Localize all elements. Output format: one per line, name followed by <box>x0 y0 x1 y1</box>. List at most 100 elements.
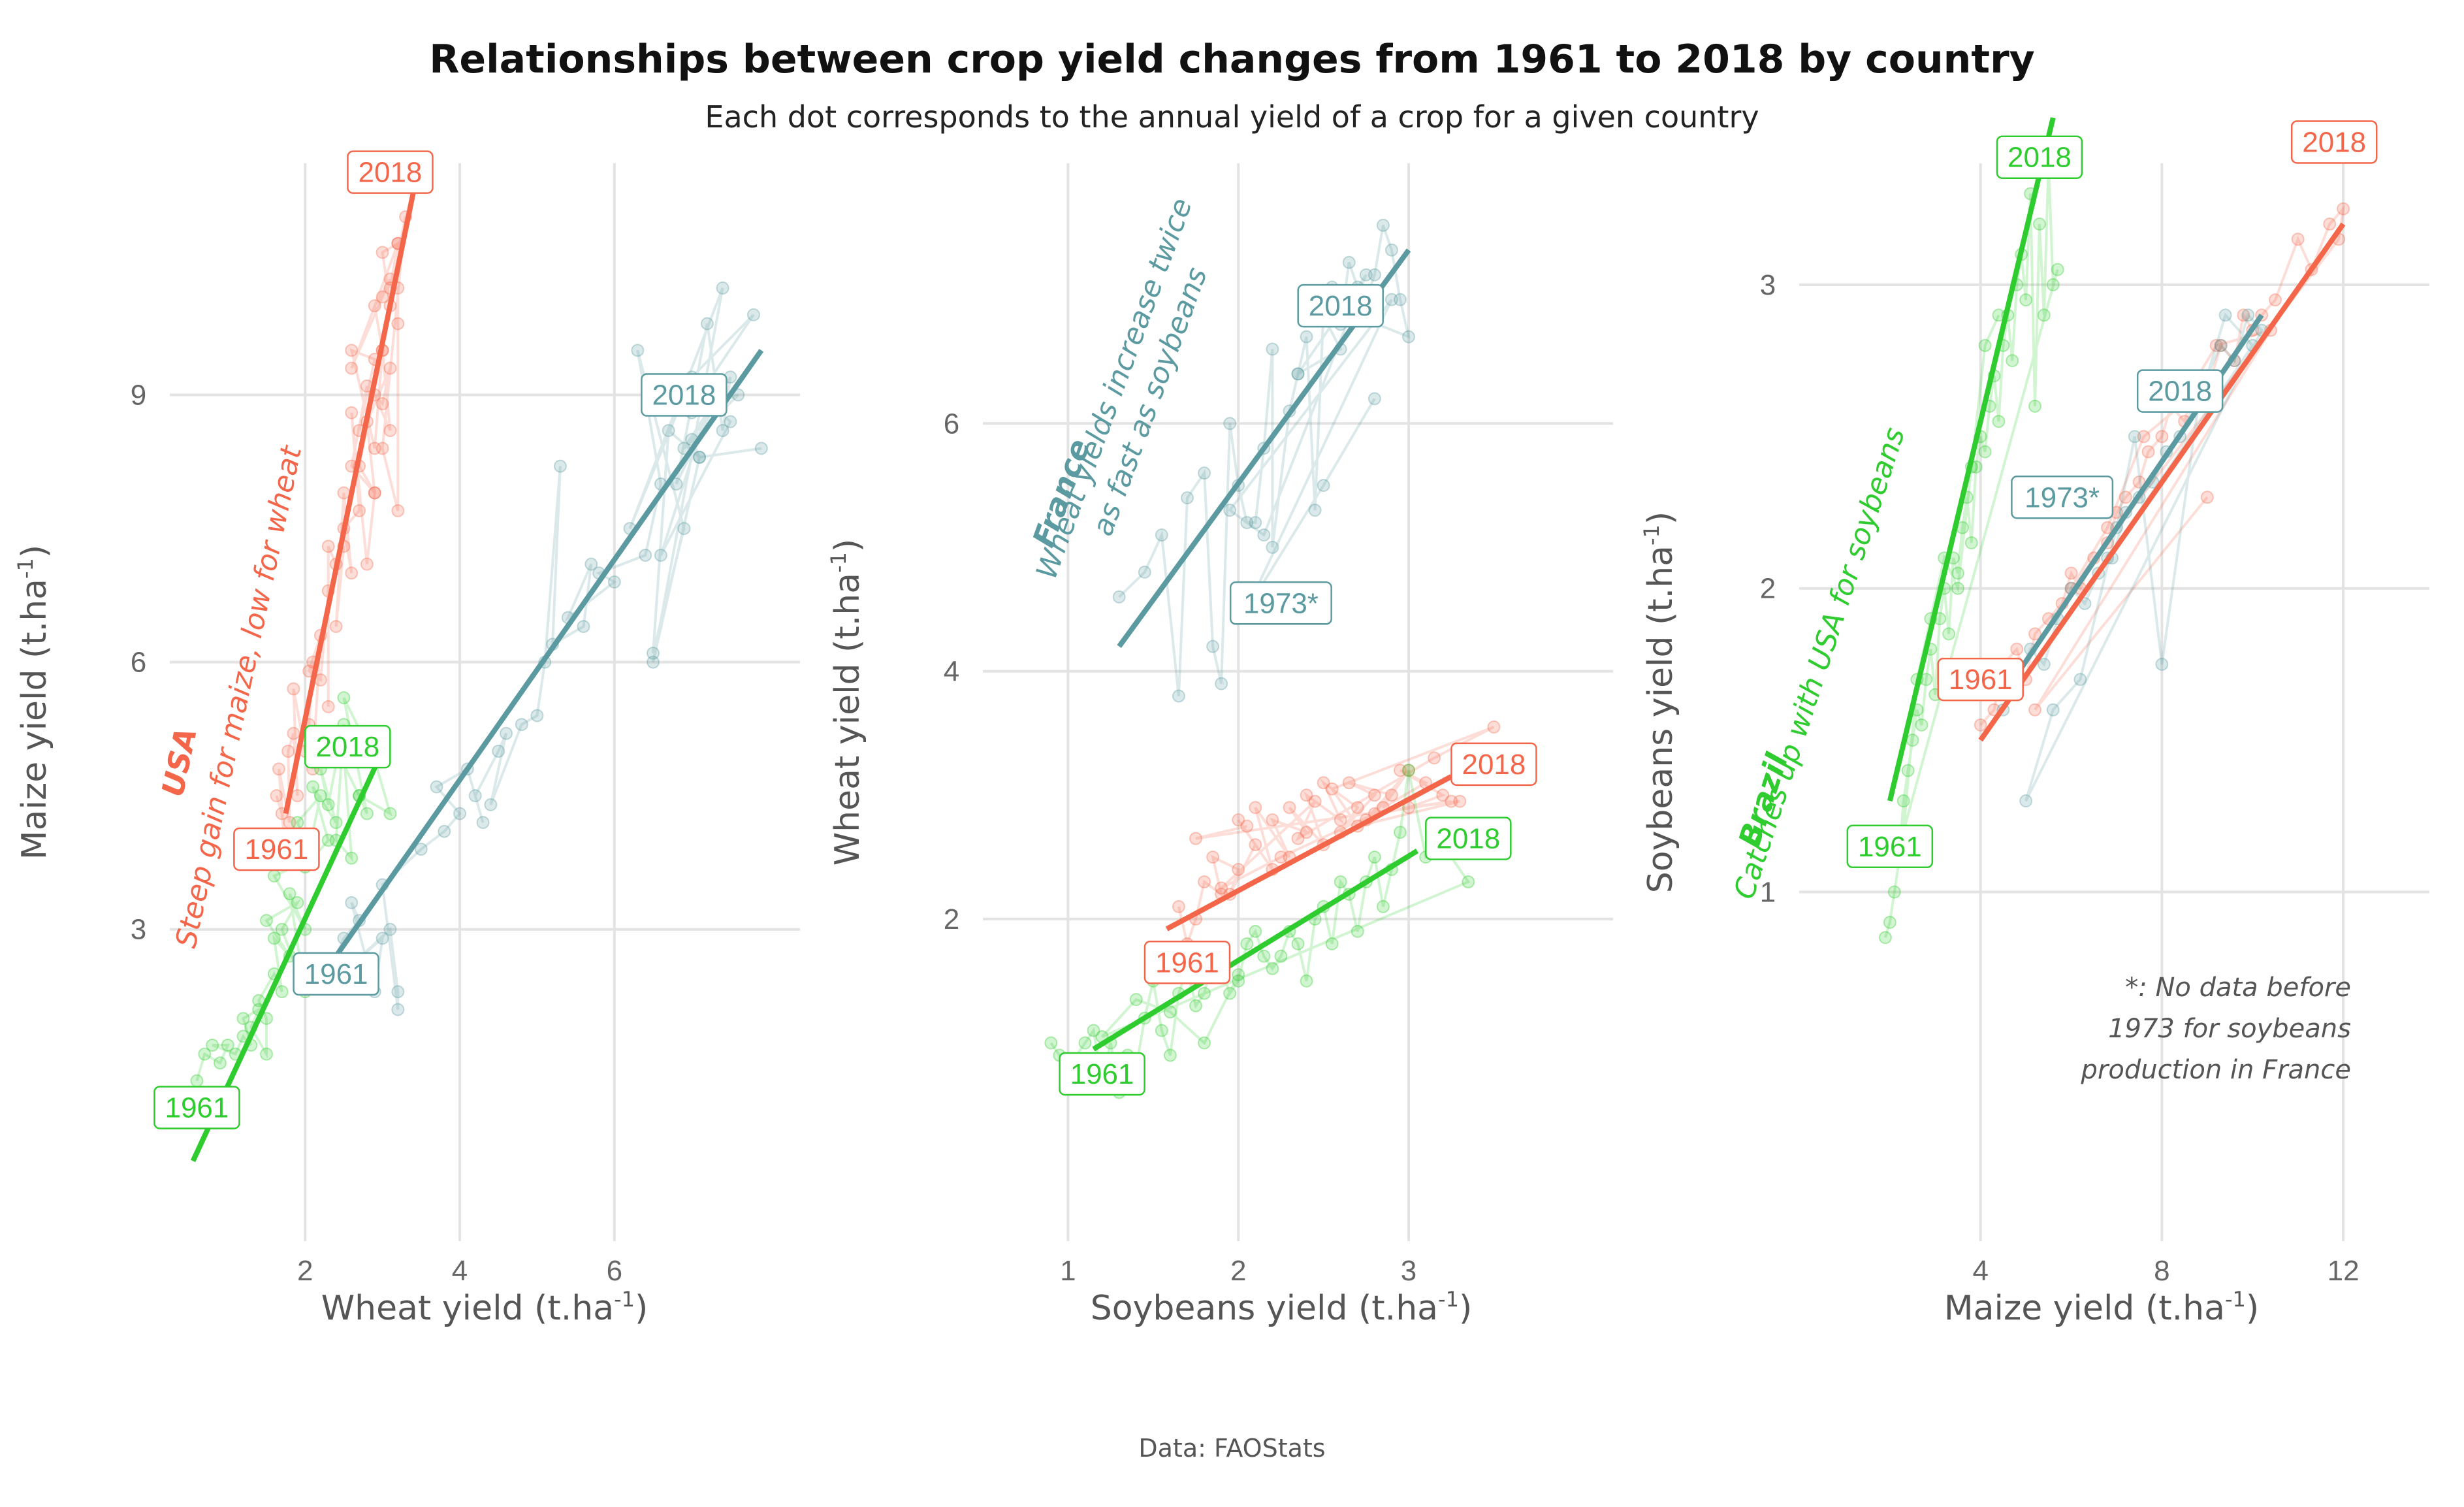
data-point <box>2214 338 2228 352</box>
end-year-label: 2018 <box>2290 120 2378 164</box>
data-point <box>1249 516 1262 529</box>
data-point <box>2137 430 2151 444</box>
data-point <box>746 308 760 321</box>
end-year-label: 2018 <box>1996 135 2083 179</box>
data-point <box>438 824 451 838</box>
data-point <box>291 896 304 909</box>
y-tick-label: 9 <box>131 380 146 412</box>
data-point <box>391 1003 405 1016</box>
data-point <box>206 1039 219 1052</box>
data-point <box>647 655 660 669</box>
data-point <box>1951 566 1964 580</box>
start-year-label: 1961 <box>1846 824 1934 869</box>
start-year-label: 1961 <box>1059 1052 1145 1096</box>
data-point <box>1384 788 1398 802</box>
data-point <box>1223 504 1237 517</box>
y-tick-label: 3 <box>131 914 146 946</box>
data-point <box>1249 838 1262 852</box>
data-point <box>353 504 366 517</box>
data-point <box>515 718 528 732</box>
data-point <box>272 762 285 776</box>
data-point <box>1887 885 1901 899</box>
data-point <box>2237 308 2250 322</box>
data-point <box>291 816 304 830</box>
data-point <box>1240 937 1254 950</box>
footnote-line: production in France <box>2081 1055 2351 1085</box>
panel-1: 2 4 6 3 6 9 Wheat yield (t.ha-1) Maize yield (t… <box>13 150 800 1328</box>
chart-title: Relationships between crop yield changes… <box>429 37 2035 82</box>
data-point <box>2046 703 2060 717</box>
series-path <box>1883 163 2059 938</box>
start-year-label: 1973* <box>1229 581 1332 625</box>
data-point <box>1393 826 1407 839</box>
x-tick-label: 3 <box>1401 1255 1416 1287</box>
data-point <box>345 896 359 909</box>
data-point <box>1291 367 1305 381</box>
data-point <box>1308 794 1322 808</box>
data-point <box>1257 528 1271 542</box>
data-point <box>1198 986 1211 1000</box>
country-label: USA <box>155 724 204 800</box>
data-point <box>1878 931 1892 945</box>
data-point <box>1342 776 1356 790</box>
data-point <box>1206 640 1220 653</box>
svg-text:2018: 2018 <box>2008 142 2072 174</box>
data-point <box>639 549 652 562</box>
data-point <box>383 424 397 438</box>
data-point <box>1384 243 1398 257</box>
data-point <box>1974 718 1987 732</box>
data-point <box>360 557 374 571</box>
start-year-label: 1961 <box>1937 657 2024 702</box>
data-point <box>2028 703 2042 717</box>
start-year-label: 1961 <box>293 952 379 996</box>
data-point <box>1906 734 1919 747</box>
data-point <box>1291 367 1305 381</box>
data-point <box>376 397 389 411</box>
data-point <box>414 843 428 856</box>
series-path <box>327 287 762 1010</box>
svg-text:2018: 2018 <box>1309 290 1373 322</box>
data-point <box>700 317 714 331</box>
data-point <box>2155 657 2169 671</box>
data-point <box>345 344 359 357</box>
data-point <box>1351 924 1364 938</box>
data-point <box>283 887 296 901</box>
data-point <box>1368 851 1381 864</box>
data-point <box>376 932 389 945</box>
data-point <box>291 789 304 803</box>
data-point <box>2291 233 2305 246</box>
data-point <box>1325 937 1339 950</box>
data-point <box>1240 516 1254 529</box>
data-point <box>2064 566 2078 580</box>
data-point <box>1883 915 1896 929</box>
y-axis-title: Wheat yield (t.ha-1) <box>826 539 867 866</box>
data-point <box>1266 962 1279 975</box>
data-point <box>2119 491 2132 504</box>
data-point <box>2101 521 2115 534</box>
data-point <box>2268 293 2282 307</box>
data-point <box>1359 268 1373 282</box>
data-point <box>2046 278 2060 291</box>
data-point <box>1240 819 1254 833</box>
data-point <box>1172 689 1185 703</box>
data-point <box>1901 764 1915 777</box>
data-point <box>1266 342 1279 356</box>
end-year-label: 2018 <box>347 150 434 194</box>
data-point <box>345 851 359 865</box>
data-point <box>1376 899 1390 913</box>
data-point <box>376 442 389 455</box>
x-axis-title: Soybeans yield (t.ha-1) <box>1091 1287 1472 1328</box>
data-point <box>1155 528 1168 542</box>
data-point <box>1198 875 1211 888</box>
data-point <box>1393 293 1407 306</box>
svg-text:1961: 1961 <box>244 834 308 866</box>
data-point <box>647 647 660 660</box>
start-year-label: 1961 <box>1144 941 1231 984</box>
data-point <box>1942 627 1956 641</box>
data-point <box>1402 764 1416 777</box>
data-point <box>260 1047 274 1061</box>
data-point <box>236 1012 250 1026</box>
trend-line <box>1165 774 1453 932</box>
data-point <box>1978 445 1992 459</box>
data-point <box>577 620 590 634</box>
